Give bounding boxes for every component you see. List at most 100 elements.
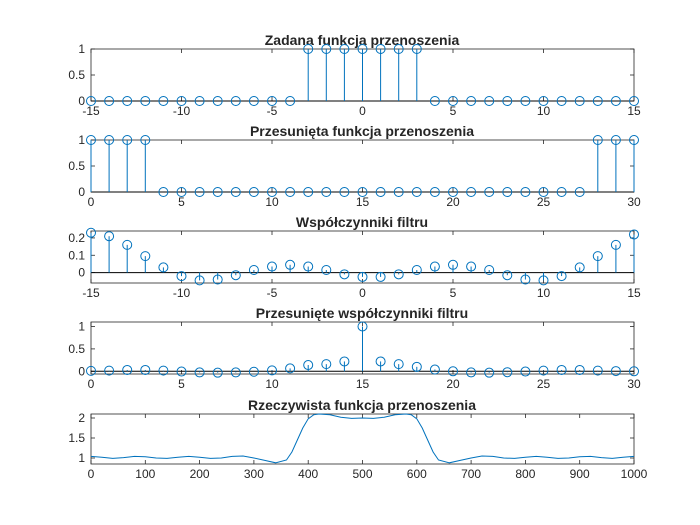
subplot-4-stem-marker <box>212 367 223 378</box>
subplot-1-stem-marker <box>538 96 549 106</box>
subplot-4-marks: 0 5 10 15 20 25 30 0 0.5 1 <box>68 319 641 391</box>
subplot-3-stem-marker <box>520 274 531 285</box>
subplot-3-stem-marker <box>592 251 603 262</box>
subplot-4-stem-marker <box>538 365 549 376</box>
subplot-4-stem-marker <box>592 365 603 376</box>
subplot-4-stem-marker <box>610 366 621 377</box>
subplot-1-stem-marker <box>448 96 458 106</box>
subplot-4-ytick-label: 0.5 <box>68 342 85 356</box>
subplot-1-stem-marker <box>556 96 567 106</box>
subplot-3-stem-marker <box>212 274 223 285</box>
subplot-2-stem-marker <box>212 187 223 197</box>
subplot-1-stem-marker <box>357 44 368 54</box>
subplot-2-stem-marker <box>411 187 422 197</box>
subplot-3-stem-marker <box>321 265 332 275</box>
subplot-1-stem-marker <box>321 44 332 54</box>
subplot-3-stem-marker <box>357 271 368 282</box>
subplot-2-stem-marker <box>140 135 151 145</box>
subplot-1: Zadana funkcja przenoszenia -15 -10 -5 0 5 10… <box>68 32 641 118</box>
subplot-4-stem-marker <box>520 366 531 377</box>
subplot-1-stem-marker <box>411 44 422 54</box>
subplot-1-stem-marker <box>502 96 513 106</box>
subplot-5-title: Rzeczywista funkcja przenoszenia <box>248 397 476 413</box>
subplot-1-stem-marker <box>140 96 151 106</box>
subplot-3-title: Współczynniki filtru <box>296 214 428 230</box>
subplot-1-xtick-label: -15 <box>82 104 100 118</box>
subplot-1-ytick-label: 0 <box>78 94 85 108</box>
subplot-3-stem-marker <box>466 261 477 272</box>
subplot-4-stem-marker <box>574 364 585 375</box>
subplot-1-stem-marker <box>466 96 477 106</box>
subplot-1-stem-marker <box>122 96 133 106</box>
subplot-3-stem-marker <box>140 251 151 262</box>
subplot-3-xtick-label: 0 <box>359 286 366 300</box>
subplot-4-stem-marker <box>230 367 241 378</box>
subplot-4-xtick-label: 15 <box>356 377 370 391</box>
subplot-4-stem-marker <box>357 321 368 332</box>
subplot-3-stem-marker <box>411 265 422 275</box>
subplot-1-xtick-label: -10 <box>173 104 191 118</box>
subplot-2-stem-marker <box>248 187 259 197</box>
subplot-3-stem-marker <box>629 229 639 240</box>
subplot-2-stem-marker <box>610 135 621 145</box>
subplot-2: Przesunięta funkcja przenoszenia 0 5 10 15 2… <box>68 123 641 209</box>
subplot-3-stem-marker <box>104 231 115 242</box>
subplot-4-xtick-label: 30 <box>627 377 641 391</box>
subplot-2-stem-marker <box>230 187 241 197</box>
subplot-1-xtick-label: 10 <box>537 104 551 118</box>
subplot-4-stem-marker <box>502 367 513 378</box>
subplot-1-stem-marker <box>484 96 495 106</box>
subplot-3-stem-marker <box>538 275 549 286</box>
subplot-1-stem-marker <box>393 44 404 54</box>
subplot-3-xtick-label: 10 <box>537 286 551 300</box>
subplot-5-ytick-label: 1.5 <box>68 431 85 445</box>
subplot-1-stem-marker <box>104 96 115 106</box>
subplot-2-xtick-label: 10 <box>265 195 279 209</box>
subplot-2-xtick-label: 30 <box>627 195 641 209</box>
subplot-1-xtick-label: -5 <box>267 104 278 118</box>
subplot-1-stem-marker <box>158 96 169 106</box>
subplot-2-stem-marker <box>484 187 495 197</box>
subplot-4-stem-marker <box>484 367 495 378</box>
subplot-2-xtick-label: 5 <box>178 195 185 209</box>
subplot-2-stem-marker <box>303 187 314 197</box>
subplot-5-marks: 0 100 200 300 400 500 600 700 800 900 1000 1 1.5 2 <box>68 411 647 481</box>
subplot-4-stem-marker <box>176 366 187 377</box>
subplot-3-stem-marker <box>448 259 458 270</box>
subplot-2-stem-marker <box>629 135 639 145</box>
subplot-2-marks: 0 5 10 15 20 25 30 0 0.5 1 <box>68 133 641 209</box>
subplot-3-stem-marker <box>176 271 187 282</box>
subplot-2-stem-marker <box>538 187 549 197</box>
subplot-1-stem-marker <box>176 96 187 106</box>
subplot-4-xtick-label: 20 <box>446 377 460 391</box>
subplot-5-ytick-label: 1 <box>78 451 85 465</box>
subplot-2-stem-marker <box>357 187 368 197</box>
subplot-2-xtick-label: 15 <box>356 195 370 209</box>
subplot-2-stem-marker <box>375 187 386 197</box>
subplot-3-stem-marker <box>429 261 440 272</box>
subplot-2-stem-marker <box>267 187 277 197</box>
subplot-2-stem-marker <box>194 187 205 197</box>
subplot-1-stem-marker <box>375 44 386 54</box>
subplot-3-ytick-label: 0.1 <box>68 248 85 262</box>
subplot-1-stem-marker <box>592 96 603 106</box>
subplot-4-stem-marker <box>466 367 477 378</box>
subplot-4-stem-marker <box>339 356 350 367</box>
subplot-3-stem-marker <box>122 239 133 250</box>
subplot-1-stem-marker <box>194 96 205 106</box>
subplot-1-stem-marker <box>248 96 259 106</box>
subplot-4-xtick-label: 5 <box>178 377 185 391</box>
subplot-5-xtick-label: 900 <box>570 467 590 481</box>
subplot-2-stem-marker <box>285 187 296 197</box>
subplot-1-xtick-label: 5 <box>450 104 457 118</box>
subplot-2-title: Przesunięta funkcja przenoszenia <box>250 123 474 139</box>
subplot-1-stem-marker <box>267 96 277 106</box>
subplot-1-xtick-label: 0 <box>359 104 366 118</box>
subplot-4-stem-marker <box>285 363 296 374</box>
subplot-4-stem-marker <box>248 366 259 377</box>
subplot-5: Rzeczywista funkcja przenoszenia 0 100 200… <box>68 397 647 481</box>
subplot-3-xtick-label: 15 <box>627 286 641 300</box>
subplot-1-stem-marker <box>339 44 350 54</box>
subplot-3: Współczynniki filtru -15 -10 -5 0 5 10 15 0 0.1 0… <box>68 214 641 300</box>
